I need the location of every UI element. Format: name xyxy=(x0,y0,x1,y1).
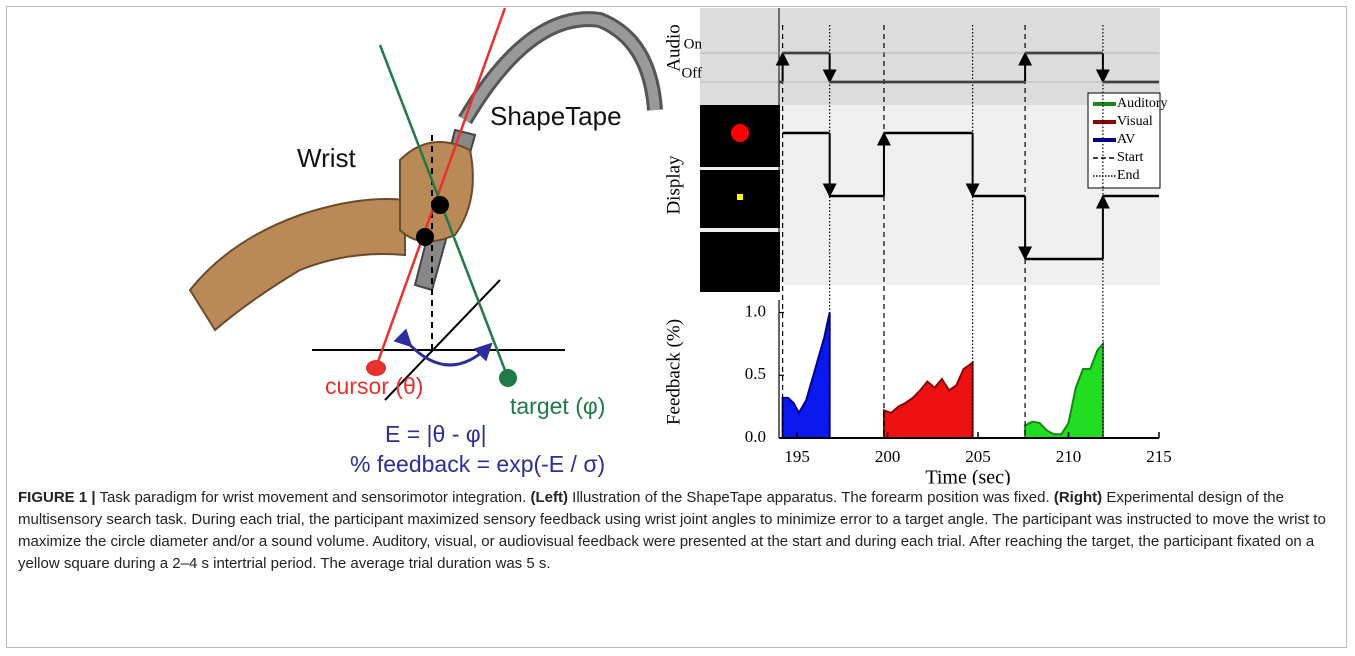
x-tick-label: 210 xyxy=(1056,447,1082,466)
figure: Wrist ShapeTape cursor (θ) target (φ) E … xyxy=(0,0,1355,485)
x-axis-label: Time (sec) xyxy=(925,467,1010,485)
legend-label: AV xyxy=(1117,132,1135,147)
audio-axis-label: Audio xyxy=(663,24,684,72)
x-tick-label: 200 xyxy=(875,447,901,466)
x-tick-label: 195 xyxy=(784,447,810,466)
x-tick-label: 205 xyxy=(965,447,991,466)
caption-left-tag: (Left) xyxy=(530,489,568,506)
display-circle xyxy=(731,124,749,142)
forearm xyxy=(190,199,405,330)
caption-label: FIGURE 1 | xyxy=(18,489,96,506)
cursor-line xyxy=(375,8,505,370)
joint-marker xyxy=(416,228,434,246)
page: {"illustration": {"wrist": "Wrist", "sha… xyxy=(0,0,1355,656)
legend-label: Visual xyxy=(1117,114,1153,129)
feedback-area xyxy=(783,313,830,438)
display-axis-label: Display xyxy=(663,155,684,215)
caption-left-text: Illustration of the ShapeTape apparatus.… xyxy=(572,489,1050,506)
audio-tick-label: On xyxy=(684,36,703,52)
feedback-tick-label: 1.0 xyxy=(745,301,766,320)
caption-intro: Task paradigm for wrist movement and sen… xyxy=(99,489,526,506)
feedback-tick-label: 0.0 xyxy=(745,427,766,446)
audio-band xyxy=(700,8,1160,105)
illustration: Wrist ShapeTape cursor (θ) target (φ) E … xyxy=(190,8,655,477)
feedback-axis-label: Feedback (%) xyxy=(663,319,684,425)
cursor-label: cursor (θ) xyxy=(325,373,423,399)
legend-label: Start xyxy=(1117,150,1144,165)
display-icon-blank xyxy=(700,232,780,292)
feedback-tick-label: 0.5 xyxy=(745,364,766,383)
x-tick-label: 215 xyxy=(1146,447,1172,466)
joint-marker xyxy=(431,196,449,214)
legend-label: Auditory xyxy=(1117,96,1168,111)
display-square xyxy=(737,194,743,200)
caption-right-tag: (Right) xyxy=(1054,489,1102,506)
feedback-area xyxy=(1025,344,1103,438)
legend-label: End xyxy=(1117,168,1140,183)
feedback-formula: % feedback = exp(-E / σ) xyxy=(350,451,605,477)
shapetape-label: ShapeTape xyxy=(490,101,622,131)
error-formula: E = |θ - φ| xyxy=(385,421,487,447)
target-dot xyxy=(499,369,517,387)
page-body: Wrist ShapeTape cursor (θ) target (φ) E … xyxy=(0,0,1355,656)
wrist-label: Wrist xyxy=(297,143,357,173)
caption: FIGURE 1 | Task paradigm for wrist movem… xyxy=(18,487,1340,575)
target-label: target (φ) xyxy=(510,393,605,419)
legend: Auditory Visual AV Start End xyxy=(1088,93,1168,188)
audio-tick-label: Off xyxy=(681,65,702,81)
feedback-area xyxy=(884,363,973,438)
